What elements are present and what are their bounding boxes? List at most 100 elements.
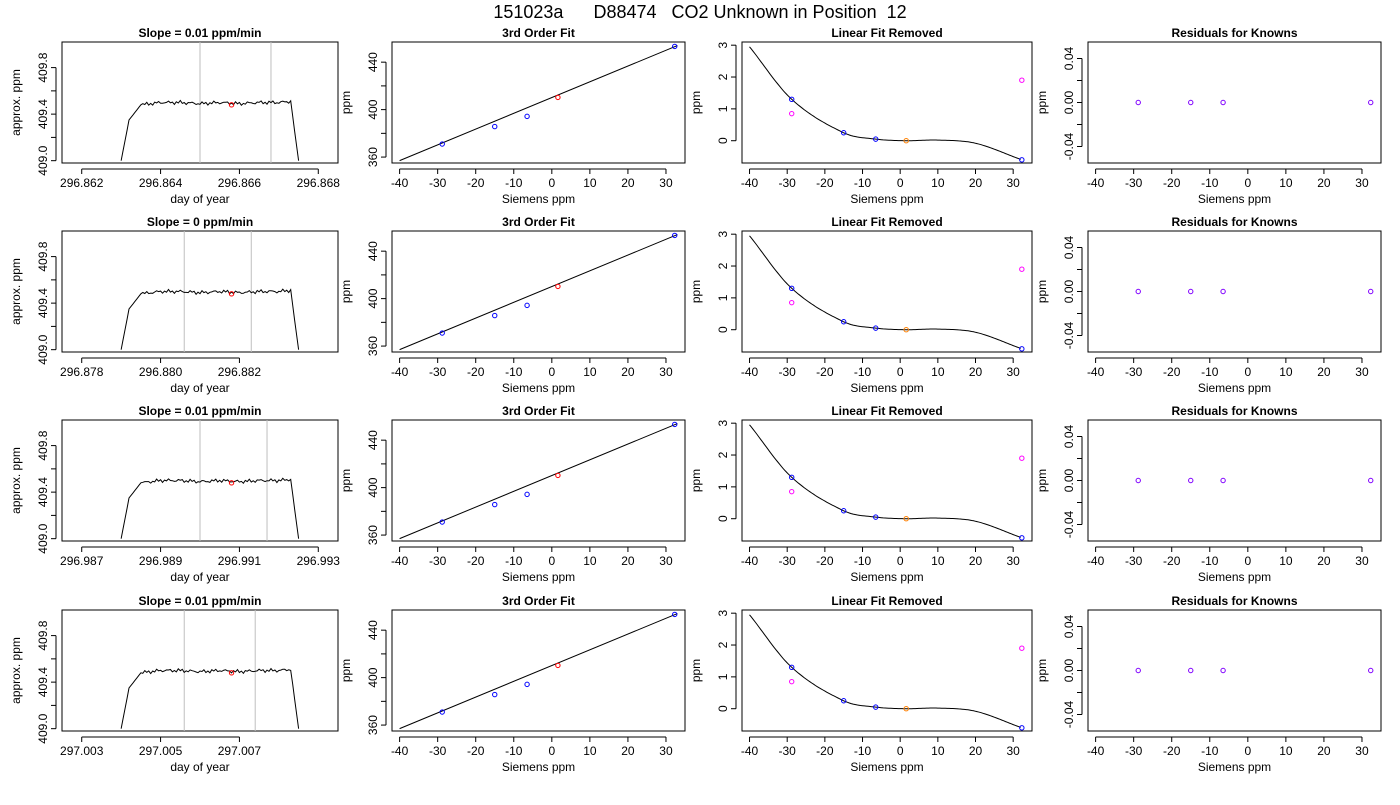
row2-resid-point-2 bbox=[1220, 288, 1226, 295]
row2-removed-xtick-label-1: -30 bbox=[779, 365, 797, 379]
row3-fit-fit-line bbox=[399, 423, 678, 540]
row3-removed-unknown-point-0 bbox=[903, 516, 909, 522]
row1-removed-ylabel: ppm bbox=[689, 91, 703, 114]
row1-resid-xtick-label-5: 10 bbox=[1279, 176, 1293, 190]
row2-time-xtick-label-2: 296.882 bbox=[218, 365, 262, 379]
row3-removed-ytick-label-3: 3 bbox=[716, 420, 730, 427]
row1-fit-xtick-label-6: 20 bbox=[621, 176, 635, 190]
row2-removed-title: Linear Fit Removed bbox=[831, 215, 942, 229]
row3-resid-xtick-label-3: -10 bbox=[1201, 554, 1219, 568]
row4-resid-xtick-label-1: -30 bbox=[1125, 744, 1143, 758]
row2-fit-fit-line bbox=[399, 234, 678, 351]
row4-resid-xtick-label-3: -10 bbox=[1201, 744, 1219, 758]
row1-resid-title: Residuals for Knowns bbox=[1171, 26, 1297, 40]
row2-time-ytick-label-0: 409.0 bbox=[36, 334, 50, 364]
row3-resid-xtick-label-6: 20 bbox=[1317, 554, 1331, 568]
row3-resid-frame bbox=[1087, 419, 1382, 542]
row2-fit-unknown-point-0 bbox=[555, 283, 561, 290]
row3-removed-residual-point-0 bbox=[789, 488, 795, 495]
row4-time-xtick-label-0: 297.003 bbox=[60, 744, 104, 758]
row3-removed-xtick-label-2: -20 bbox=[816, 554, 834, 568]
row1-fit-xtick-label-3: -10 bbox=[505, 176, 523, 190]
row4-removed-title: Linear Fit Removed bbox=[831, 594, 942, 608]
row2-fit-xtick-label-1: -30 bbox=[429, 365, 447, 379]
row4-time-title: Slope = 0.01 ppm/min bbox=[138, 594, 261, 608]
row2-time-ytick-label-2: 409.8 bbox=[36, 241, 50, 271]
row3-removed-xtick-label-5: 10 bbox=[931, 554, 945, 568]
row4-resid-xtick-label-6: 20 bbox=[1317, 744, 1331, 758]
row2-fit-xtick-label-3: -10 bbox=[505, 365, 523, 379]
row3-time-xlabel: day of year bbox=[170, 570, 229, 584]
row2-resid-xlabel: Siemens ppm bbox=[1198, 381, 1271, 395]
row3-fit-ylabel: ppm bbox=[339, 469, 353, 492]
row2-fit-frame bbox=[391, 230, 686, 353]
row4-fit-known-point-1 bbox=[492, 691, 498, 698]
row1-resid-xtick-label-4: 0 bbox=[1244, 176, 1251, 190]
row3-removed-known-point-2 bbox=[873, 514, 879, 520]
row3-resid-ytick-label-0: -0.04 bbox=[1062, 511, 1076, 539]
row3-resid-point-3 bbox=[1368, 477, 1374, 484]
row1-time-series-line bbox=[120, 99, 300, 161]
row2-fit-known-point-3 bbox=[672, 232, 678, 239]
row2-time-xtick-label-0: 296.878 bbox=[60, 365, 104, 379]
row2-resid-point-3 bbox=[1368, 288, 1374, 295]
row4-removed-known-point-1 bbox=[840, 698, 847, 704]
row3-fit-xtick-label-0: -40 bbox=[391, 554, 409, 568]
row4-removed-ytick-label-0: 0 bbox=[716, 705, 730, 712]
row3-fit-frame bbox=[391, 419, 686, 542]
row4-fit-known-point-3 bbox=[672, 611, 678, 618]
row1-removed-ytick-label-3: 3 bbox=[716, 42, 730, 49]
row1-time-unknown-point bbox=[228, 102, 235, 108]
row1-removed-xlabel: Siemens ppm bbox=[850, 192, 923, 206]
row2-removed-ytick-label-0: 0 bbox=[716, 326, 730, 333]
row3-fit-ytick-label-0: 360 bbox=[366, 525, 380, 545]
row1-time-xtick-label-2: 296.866 bbox=[218, 176, 262, 190]
row2-resid-xtick-label-7: 30 bbox=[1355, 365, 1369, 379]
row4-resid-frame bbox=[1087, 609, 1382, 732]
row1-fit-xtick-label-2: -20 bbox=[467, 176, 485, 190]
row3-removed-known-point-0 bbox=[789, 474, 795, 481]
row4-removed-xtick-label-2: -20 bbox=[816, 744, 834, 758]
row4-removed-ytick-label-2: 2 bbox=[716, 641, 730, 648]
row3-removed-xtick-label-7: 30 bbox=[1006, 554, 1020, 568]
row2-resid-xtick-label-4: 0 bbox=[1244, 365, 1251, 379]
row1-time-ytick-label-2: 409.8 bbox=[36, 52, 50, 82]
row3-removed-known-point-3 bbox=[1019, 535, 1025, 541]
row3-fit-ytick-label-2: 440 bbox=[366, 430, 380, 450]
row4-removed-residual-point-1 bbox=[1019, 645, 1025, 651]
row2-removed-xtick-label-7: 30 bbox=[1006, 365, 1020, 379]
row2-removed-known-point-1 bbox=[840, 319, 847, 325]
row1-resid-ylabel: ppm bbox=[1035, 91, 1049, 114]
row3-time-ylabel: approx. ppm bbox=[9, 447, 23, 514]
row1-fit-ylabel: ppm bbox=[339, 91, 353, 114]
row3-fit-known-point-3 bbox=[672, 421, 678, 428]
row4-removed-curve bbox=[749, 614, 1021, 728]
row1-fit-ytick-label-1: 400 bbox=[366, 99, 380, 119]
row2-removed-residual-point-1 bbox=[1019, 266, 1025, 272]
row1-resid-ytick-label-0: -0.04 bbox=[1062, 133, 1076, 161]
row1-fit-known-point-2 bbox=[524, 113, 530, 120]
row4-resid-ytick-label-1: 0.00 bbox=[1062, 658, 1076, 682]
row2-resid-point-0 bbox=[1135, 288, 1141, 295]
row2-removed-xlabel: Siemens ppm bbox=[850, 381, 923, 395]
row1-resid-point-2 bbox=[1220, 99, 1226, 106]
row2-removed-ytick-label-3: 3 bbox=[716, 231, 730, 238]
row1-resid-point-3 bbox=[1368, 99, 1374, 106]
row4-fit-fit-line bbox=[399, 613, 678, 730]
row3-removed-xtick-label-3: -10 bbox=[854, 554, 872, 568]
row4-fit-ytick-label-1: 400 bbox=[366, 667, 380, 687]
row2-resid-xtick-label-1: -30 bbox=[1125, 365, 1143, 379]
row2-resid-xtick-label-5: 10 bbox=[1279, 365, 1293, 379]
row2-removed-ytick-label-2: 2 bbox=[716, 262, 730, 269]
row2-time-xtick-label-1: 296.880 bbox=[139, 365, 183, 379]
row1-resid-frame bbox=[1087, 41, 1382, 164]
row3-removed-xtick-label-4: 0 bbox=[897, 554, 904, 568]
row4-removed-ylabel: ppm bbox=[689, 659, 703, 682]
row3-resid-ylabel: ppm bbox=[1035, 469, 1049, 492]
row2-fit-ylabel: ppm bbox=[339, 280, 353, 303]
row3-removed-curve bbox=[749, 424, 1021, 538]
row4-removed-known-point-2 bbox=[873, 704, 879, 710]
row1-resid-xtick-label-6: 20 bbox=[1317, 176, 1331, 190]
row1-time-xtick-label-3: 296.868 bbox=[297, 176, 341, 190]
